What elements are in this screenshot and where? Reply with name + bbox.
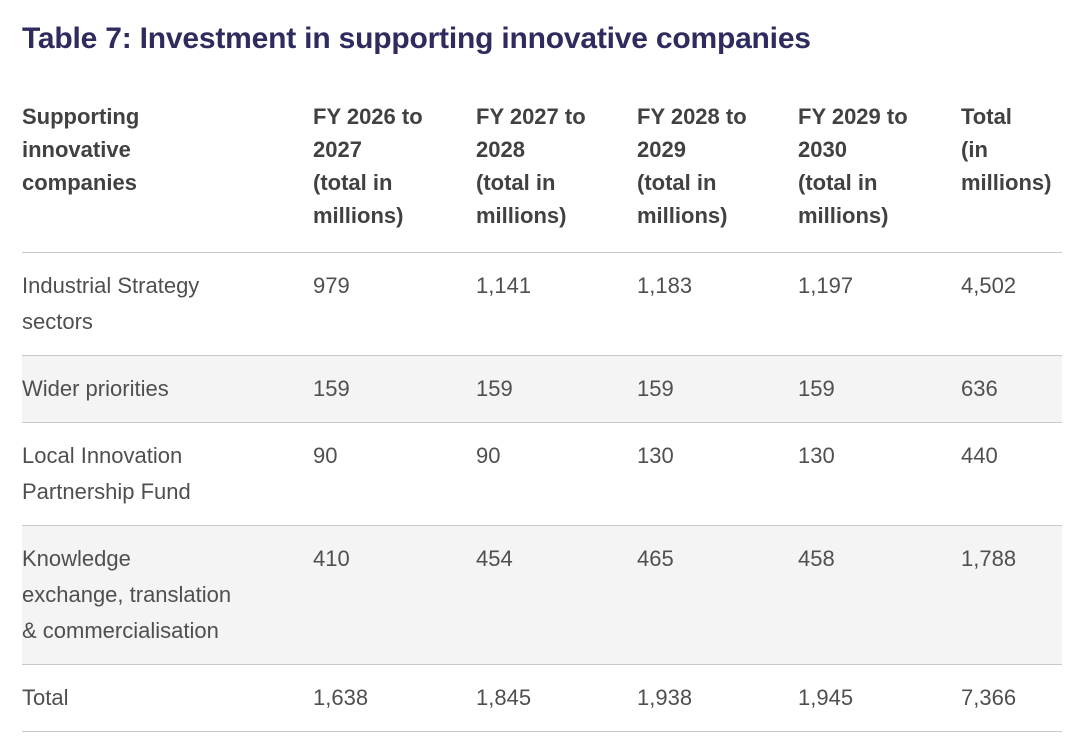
cell-value: 636 (961, 355, 1062, 423)
cell-value: 979 (313, 252, 476, 356)
cell-value: 90 (476, 422, 637, 526)
cell-value: 159 (313, 355, 476, 423)
cell-value: 159 (798, 355, 961, 423)
cell-value: 1,945 (798, 664, 961, 732)
cell-value: 1,197 (798, 252, 961, 356)
cell-value: 440 (961, 422, 1062, 526)
table-title: Table 7: Investment in supporting innova… (22, 22, 811, 55)
cell-value: 130 (798, 422, 961, 526)
cell-value: 1,183 (637, 252, 798, 356)
row-label: Industrial Strategy sectors (22, 252, 313, 356)
table-row-industrial-strategy-sectors: Industrial Strategy sectors 979 1,141 1,… (22, 252, 1062, 356)
cell-value: 458 (798, 525, 961, 665)
row-label: Local Innovation Partnership Fund (22, 422, 313, 526)
cell-value: 1,141 (476, 252, 637, 356)
cell-value: 4,502 (961, 252, 1062, 356)
cell-value: 1,938 (637, 664, 798, 732)
column-header-fy-2028-2029: FY 2028 to 2029 (total in millions) (637, 104, 747, 228)
row-label: Total (22, 664, 313, 732)
table-row-knowledge-exchange: Knowledge exchange, translation & commer… (22, 525, 1062, 665)
cell-value: 410 (313, 525, 476, 665)
table-row-wider-priorities: Wider priorities 159 159 159 159 636 (22, 355, 1062, 423)
cell-value: 1,638 (313, 664, 476, 732)
cell-value: 465 (637, 525, 798, 665)
row-label: Knowledge exchange, translation & commer… (22, 525, 313, 665)
table-header-row: Supporting innovative companies FY 2026 … (22, 100, 1062, 253)
row-label: Wider priorities (22, 355, 313, 423)
column-header-fy-2027-2028: FY 2027 to 2028 (total in millions) (476, 104, 586, 228)
column-header-fy-2029-2030: FY 2029 to 2030 (total in millions) (798, 104, 908, 228)
cell-value: 159 (637, 355, 798, 423)
column-header-fy-2026-2027: FY 2026 to 2027 (total in millions) (313, 104, 423, 228)
cell-value: 1,845 (476, 664, 637, 732)
table-row-local-innovation-partnership-fund: Local Innovation Partnership Fund 90 90 … (22, 422, 1062, 526)
cell-value: 130 (637, 422, 798, 526)
table-row-total: Total 1,638 1,845 1,938 1,945 7,366 (22, 664, 1062, 732)
cell-value: 454 (476, 525, 637, 665)
cell-value: 90 (313, 422, 476, 526)
investment-table: Supporting innovative companies FY 2026 … (22, 100, 1062, 732)
column-header-supporting-innovative-companies: Supporting innovative companies (22, 104, 140, 195)
column-header-total: Total (in millions) (961, 104, 1052, 195)
cell-value: 7,366 (961, 664, 1062, 732)
cell-value: 159 (476, 355, 637, 423)
cell-value: 1,788 (961, 525, 1062, 665)
